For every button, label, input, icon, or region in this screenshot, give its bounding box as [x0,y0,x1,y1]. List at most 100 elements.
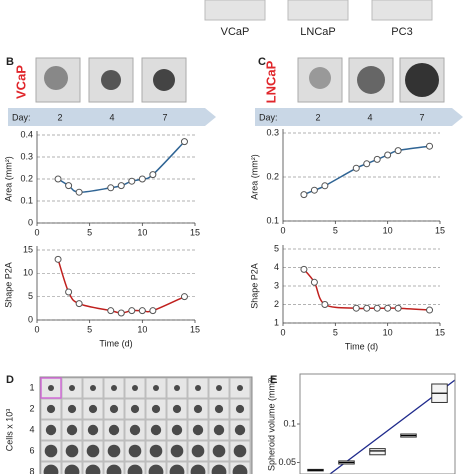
data-point [321,182,329,190]
data-point [54,175,62,183]
data-point [107,307,115,315]
spheroid [150,424,162,436]
spheroid [44,444,58,458]
y-axis-label: Shape P2A [249,263,259,309]
spheroid [232,464,248,474]
data-point [384,151,392,159]
spheroid [148,464,164,474]
data-point [149,307,157,315]
cell-line: LNCaP [263,60,278,103]
y-tick-label: 4 [274,262,279,272]
x-tick-label: 0 [280,225,285,235]
x-tick-label: 0 [280,327,285,337]
spheroid-grid [39,376,253,474]
y-tick-label: 3 [274,280,279,290]
data-point [54,255,62,263]
spheroid [213,424,225,436]
y-tick-label: 10 [23,268,33,278]
panel-letter: D [6,374,14,386]
x-tick-label: 10 [383,225,393,235]
spheroid [128,444,142,458]
y-tick-label: 0.05 [278,457,296,467]
spheroid [193,404,203,414]
spheroid [67,404,77,414]
day-arrow [8,108,216,126]
y-tick-label: 0.1 [266,215,279,225]
day: 4 [367,112,372,122]
data-point [321,301,329,308]
data-point [363,304,371,312]
data-point [300,265,308,273]
spheroid [214,404,224,414]
spheroid [111,385,117,391]
y-tick-label: 0.3 [20,151,33,161]
spheroid [129,424,141,436]
x-tick-label: 10 [137,227,147,237]
y-tick-label: 0.1 [283,418,296,428]
data-point [426,142,434,150]
spheroid [69,385,75,391]
day-label: Day: [12,112,31,122]
data-point [75,188,83,196]
spheroid [90,385,96,391]
spheroid [233,444,247,458]
spheroid [216,385,222,391]
x-tick-label: 5 [87,227,92,237]
data-point [352,304,360,312]
spheroid [43,464,59,474]
x-tick-label: 15 [190,227,200,237]
spheroid [192,424,204,436]
data-point [310,278,318,286]
plot-frame [299,373,456,474]
y-axis-label: Area (mm²) [3,156,13,202]
row-label: 2 [29,403,34,413]
day: 7 [162,112,167,122]
data-point [426,306,434,314]
images [297,57,445,103]
x-tick-label: 15 [435,225,445,235]
x-axis-label: Time (d) [345,341,378,351]
spheroid [127,464,143,474]
spheroid [195,385,201,391]
day: 2 [57,112,62,122]
data-point [138,175,146,183]
spheroid [211,464,227,474]
cell-label: LNCaP [300,26,335,38]
spheroid [66,424,78,436]
day: 4 [109,112,114,122]
x-tick-label: 15 [435,327,445,337]
spheroid [190,464,206,474]
y-axis-label: Shape P2A [3,262,13,308]
data-point [117,182,125,190]
image [204,0,266,21]
data-point [394,304,402,312]
y-tick-label: 0.2 [20,173,33,183]
spheroid [170,444,184,458]
spheroid [109,404,119,414]
data-point [128,177,136,185]
y-axis-label: Cells x 10³ [4,409,14,452]
data-point [180,138,188,146]
data-point [373,304,381,312]
data-point [300,191,308,199]
x-tick-label: 5 [87,324,92,334]
spheroid [86,444,100,458]
spheroid [65,444,79,458]
y-axis-label: Area (mm²) [249,154,259,200]
data-point [107,184,115,192]
x-tick-label: 5 [333,327,338,337]
row-label: 1 [29,382,34,392]
spheroid [237,385,243,391]
spheroid [108,424,120,436]
y-tick-label: 0.3 [266,127,279,137]
spheroid [153,385,159,391]
image [287,0,349,21]
spheroid [151,404,161,414]
spheroid [171,424,183,436]
spheroid [149,444,163,458]
x-tick-label: 5 [333,225,338,235]
spheroid [64,464,80,474]
data-point [363,160,371,168]
